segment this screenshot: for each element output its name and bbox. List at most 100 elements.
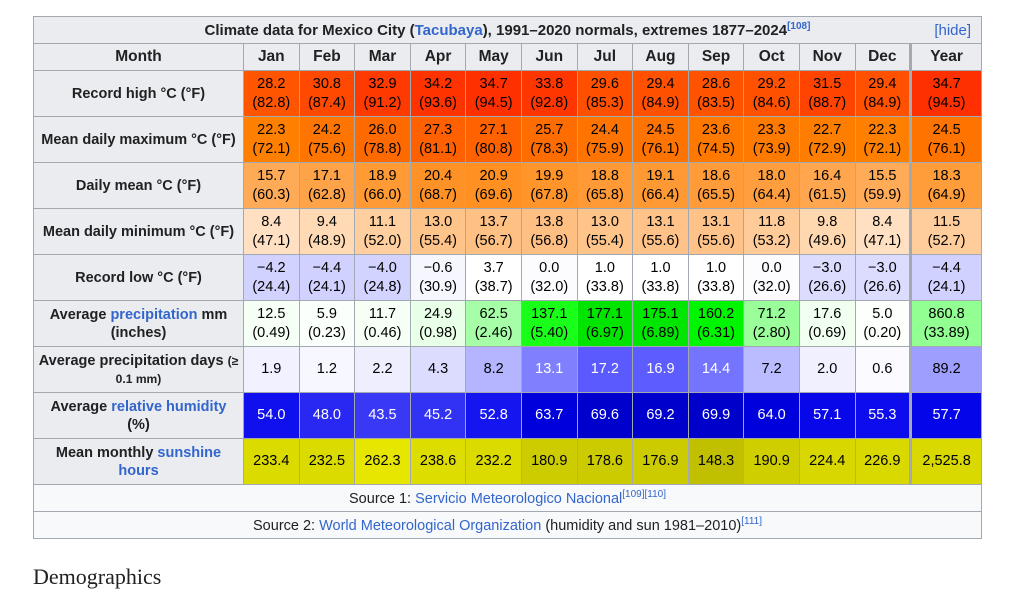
value-primary: 238.6 — [419, 453, 457, 469]
value-cell: 69.6 — [576, 392, 634, 439]
value-primary: 89.2 — [932, 361, 961, 377]
value-secondary: (87.4) — [307, 94, 346, 111]
value-primary: 34.7 — [479, 75, 508, 92]
caption-ref[interactable]: [108] — [787, 21, 811, 32]
value-primary: 52.8 — [479, 407, 508, 423]
value-primary: 13.1 — [535, 361, 564, 377]
value-primary: 18.9 — [368, 167, 397, 184]
value-cell: 8.2 — [465, 346, 522, 393]
value-cell: −0.6 (30.9) — [409, 254, 467, 301]
value-primary: 14.4 — [701, 361, 731, 377]
value-secondary: (24.1) — [307, 278, 346, 295]
source-2-ref[interactable]: [111] — [741, 516, 762, 528]
caption-link-tacubaya[interactable]: Tacubaya — [414, 22, 483, 39]
row-label-note: (≥ 0.1 mm) — [115, 353, 239, 386]
value-primary: 17.2 — [590, 361, 619, 377]
value-primary: 18.3 — [932, 167, 961, 184]
header-month-nov: Nov — [798, 43, 856, 71]
value-primary: 7.2 — [761, 361, 782, 377]
row-label-link[interactable]: precipitation — [110, 306, 198, 323]
value-primary: −4.4 — [312, 259, 342, 276]
value-secondary: (81.1) — [419, 140, 458, 157]
value-cell: 29.6 (85.3) — [576, 70, 634, 117]
row-header: Mean daily minimum °C (°F) — [33, 208, 244, 255]
value-primary: 24.5 — [646, 121, 675, 138]
source-1-link[interactable]: Servicio Meteorologico Nacional — [415, 490, 623, 507]
value-cell: 13.0 (55.4) — [409, 208, 467, 255]
value-primary: 13.0 — [423, 213, 453, 230]
caption-suffix: ), 1991–2020 normals, extremes 1877–2024 — [482, 22, 788, 39]
hide-toggle-link[interactable]: [hide] — [934, 22, 972, 39]
source-row-1: Source 1: Servicio Meteorologico Naciona… — [32, 484, 983, 512]
header-month-jan: Jan — [243, 43, 300, 71]
table-row: Average relative humidity (%) 54.0 48.0 43.… — [33, 392, 983, 439]
value-cell: 30.8 (87.4) — [298, 70, 356, 117]
climate-table: Climate data for Mexico City (Tacubaya),… — [32, 16, 983, 539]
value-primary: 160.2 — [697, 305, 735, 322]
value-secondary: (88.7) — [808, 94, 847, 111]
value-primary: 64.0 — [757, 407, 786, 423]
value-secondary: (0.49) — [252, 324, 291, 341]
table-row: Record low °C (°F) −4.2 (24.4) −4.4 (24.1) −4… — [33, 254, 983, 301]
value-secondary: (76.1) — [641, 140, 680, 157]
value-secondary: (83.5) — [697, 94, 735, 111]
value-secondary: (80.8) — [474, 140, 513, 157]
row-label: Daily mean °C (°F) — [75, 177, 202, 194]
value-secondary: (55.6) — [641, 232, 680, 249]
year-value-cell: 24.5 (76.1) — [909, 116, 983, 163]
value-cell: 23.6 (74.5) — [687, 116, 745, 163]
row-label: Record high °C (°F) — [71, 85, 206, 102]
value-cell: 2.2 — [354, 346, 411, 393]
value-cell: 28.2 (82.8) — [243, 70, 300, 117]
source-2-link[interactable]: World Meteorological Organization — [319, 517, 542, 534]
value-cell: 17.6 (0.69) — [798, 300, 856, 347]
value-cell: 18.6 (65.5) — [687, 162, 745, 209]
value-primary: 262.3 — [364, 453, 401, 469]
value-primary: 29.6 — [590, 75, 619, 92]
value-secondary: (48.9) — [307, 232, 346, 249]
value-cell: 0.0 (32.0) — [520, 254, 578, 301]
value-primary: 1.0 — [594, 259, 615, 276]
value-secondary: (84.9) — [863, 94, 902, 111]
value-cell: 232.5 — [298, 438, 356, 485]
value-primary: 176.9 — [642, 453, 679, 469]
value-secondary: (30.9) — [419, 278, 458, 295]
value-primary: 13.7 — [479, 213, 508, 230]
value-cell: 71.2 (2.80) — [743, 300, 800, 347]
value-secondary: (52.7) — [927, 232, 966, 249]
source-1-ref[interactable]: [109][110] — [622, 489, 666, 501]
value-cell: 27.1 (80.8) — [465, 116, 522, 163]
value-cell: 232.2 — [465, 438, 522, 485]
header-month: Month — [33, 43, 244, 71]
value-cell: 233.4 — [243, 438, 300, 485]
value-primary: 23.6 — [701, 121, 731, 138]
value-secondary: (66.0) — [363, 186, 402, 203]
row-label-link[interactable]: sunshine hours — [118, 444, 222, 479]
value-secondary: (65.8) — [585, 186, 624, 203]
row-header: Mean daily maximum °C (°F) — [33, 116, 244, 163]
row-header: Average relative humidity (%) — [33, 392, 244, 439]
value-secondary: (0.23) — [307, 324, 346, 341]
value-primary: 18.6 — [701, 167, 731, 184]
value-secondary: (33.89) — [923, 324, 970, 341]
value-cell: 13.8 (56.8) — [520, 208, 578, 255]
value-primary: 13.8 — [535, 213, 564, 230]
value-secondary: (72.1) — [252, 140, 291, 157]
value-cell: 1.0 (33.8) — [576, 254, 634, 301]
value-primary: 1.0 — [650, 259, 671, 276]
value-secondary: (82.8) — [252, 94, 291, 111]
row-header: Average precipitation mm (inches) — [33, 300, 244, 347]
value-primary: 226.9 — [864, 453, 901, 469]
value-cell: 16.9 — [632, 346, 689, 393]
value-secondary: (75.6) — [307, 140, 346, 157]
value-primary: 28.2 — [257, 75, 286, 92]
value-primary: 22.7 — [813, 121, 842, 138]
value-primary: 137.1 — [531, 305, 568, 322]
value-cell: 26.0 (78.8) — [354, 116, 411, 163]
value-cell: 13.0 (55.4) — [576, 208, 634, 255]
row-label-link[interactable]: relative humidity — [111, 398, 227, 415]
value-primary: −4.0 — [368, 259, 397, 276]
value-primary: 3.7 — [483, 259, 504, 276]
year-value-cell: 34.7 (94.5) — [909, 70, 983, 117]
value-cell: 34.7 (94.5) — [465, 70, 522, 117]
